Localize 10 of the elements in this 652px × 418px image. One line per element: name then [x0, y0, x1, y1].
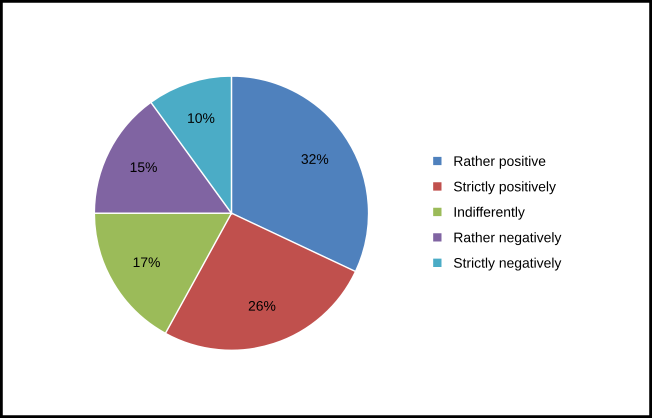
legend-label: Rather negatively — [454, 232, 562, 246]
legend-label: Strictly negatively — [454, 258, 562, 271]
legend-label: Rather positive — [454, 156, 546, 169]
legend-label: Strictly positively — [454, 181, 556, 194]
data-label: 26% — [248, 300, 276, 311]
data-label: 17% — [134, 257, 160, 268]
data-label: 15% — [130, 162, 157, 172]
data-label: 10% — [188, 113, 214, 124]
legend-label: Indifferently — [454, 206, 525, 220]
data-label: 32% — [301, 154, 328, 164]
